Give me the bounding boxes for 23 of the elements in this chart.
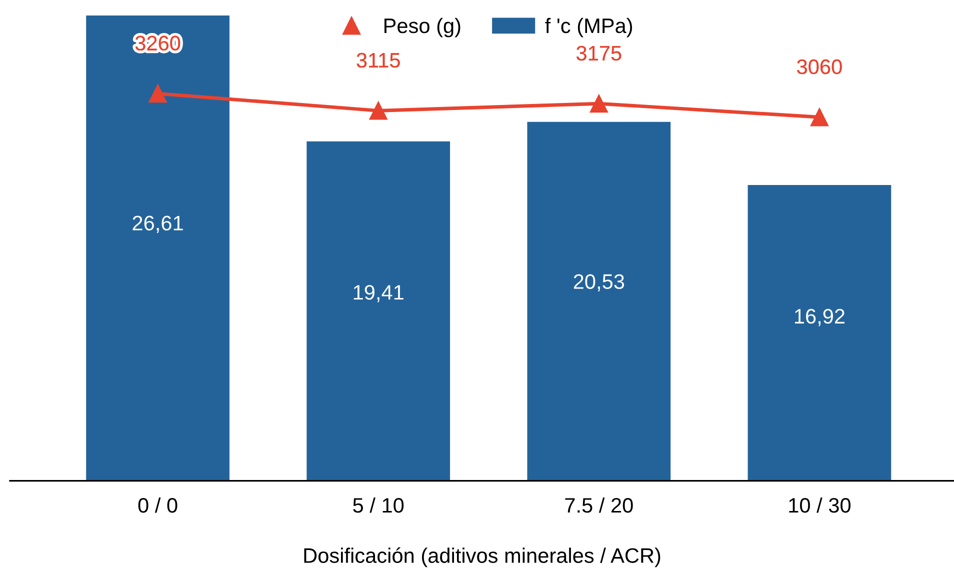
x-tick-label: 5 / 10 [353, 497, 404, 513]
point [810, 108, 828, 126]
bar [527, 122, 671, 481]
point [148, 84, 167, 103]
data-label: 3260 [135, 36, 180, 51]
legend-label: Peso (g) [384, 18, 460, 38]
data-label: 19,41 [354, 284, 404, 302]
bar [306, 141, 450, 481]
data-label: 16,92 [794, 308, 844, 326]
data-label: 3115 [356, 52, 400, 68]
data-label: 26,61 [132, 216, 183, 233]
data-label: 20,53 [574, 274, 624, 292]
x-tick-label: 10 / 30 [789, 497, 851, 513]
bar [86, 16, 230, 481]
x-axis-title: Dosificación (aditivos minerales / ACR) [304, 547, 660, 568]
point [590, 94, 608, 113]
x-tick-label: 7.5 / 20 [565, 497, 633, 513]
point [369, 102, 388, 120]
data-label: 3060 [797, 59, 842, 74]
x-tick-label: 0 / 0 [138, 497, 178, 513]
bar [748, 184, 892, 481]
legend-label: f 'c (MPa) [545, 18, 632, 38]
data-label: 3175 [576, 46, 622, 61]
